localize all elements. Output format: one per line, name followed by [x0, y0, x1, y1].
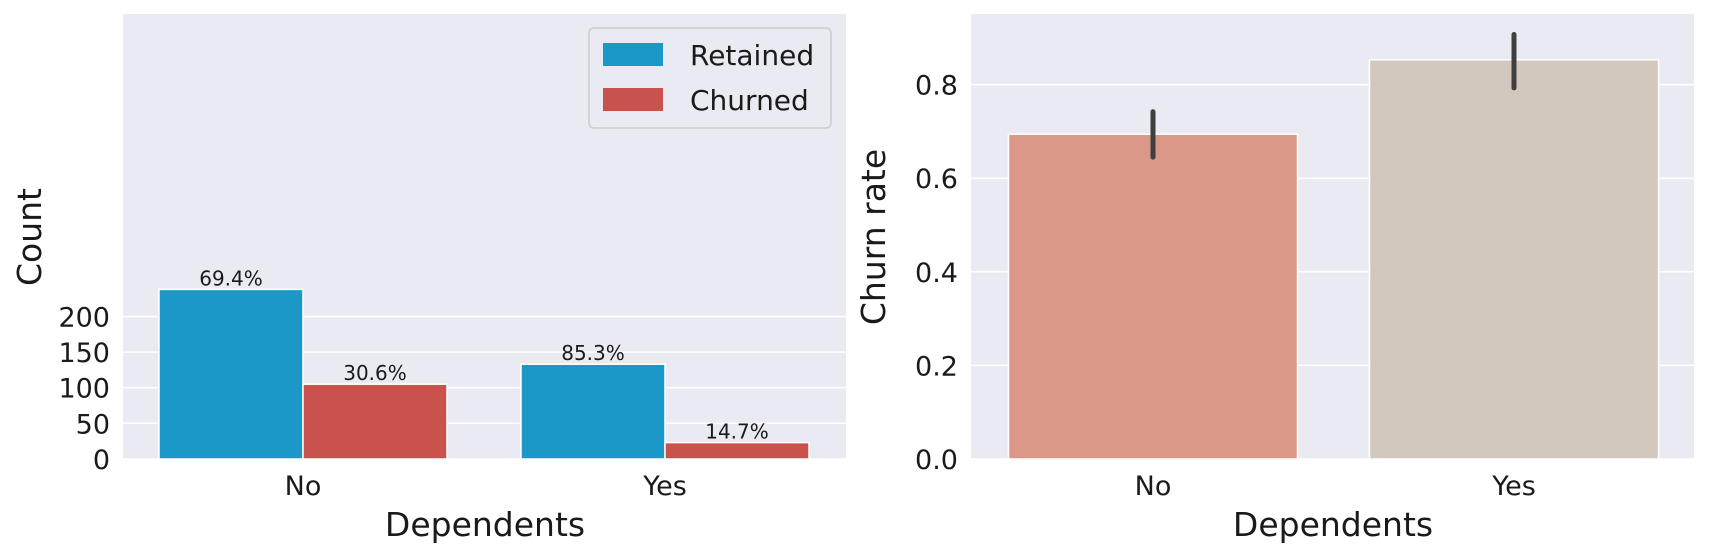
x-tick-label: Yes: [1491, 471, 1536, 502]
bar-churned-no: [302, 383, 448, 460]
y-tick-label: 0.8: [915, 71, 958, 102]
x-tick-label: No: [1135, 471, 1172, 502]
churn-rate-chart-x-axis-title: Dependents: [1233, 505, 1433, 544]
x-tick-label: Yes: [642, 471, 687, 502]
y-tick-label: 150: [58, 338, 110, 369]
churn-rate-chart-y-ticks: 0.0 0.2 0.4 0.6 0.8: [915, 71, 958, 476]
count-chart-x-axis-title: Dependents: [385, 505, 585, 544]
count-chart-x-ticks: No Yes: [285, 471, 687, 502]
bar-data-label: 69.4%: [199, 266, 263, 290]
y-tick-label: 0.2: [915, 351, 958, 382]
bar-retained-no: [158, 288, 304, 460]
bar-yes: [1368, 59, 1660, 460]
count-chart-y-axis-title: Count: [10, 188, 49, 286]
churn-rate-chart-bars: [1007, 59, 1660, 460]
churn-rate-chart-x-ticks: No Yes: [1135, 471, 1536, 502]
y-tick-label: 50: [76, 409, 110, 440]
legend-swatch-retained: [603, 43, 663, 66]
legend-swatch-churned: [603, 88, 663, 111]
count-chart-bars: 69.4% 85.3% 30.6% 14.7%: [158, 266, 810, 460]
bar-data-label: 30.6%: [343, 361, 407, 385]
y-tick-label: 0.0: [915, 445, 958, 476]
churn-rate-chart-error-bars: [1150, 32, 1517, 160]
bar-data-label: 14.7%: [705, 420, 769, 444]
y-tick-label: 100: [58, 374, 110, 405]
churn-rate-chart: 0.0 0.2 0.4 0.6 0.8 No Yes Dependents Churn r…: [854, 14, 1694, 544]
y-tick-label: 0.4: [915, 258, 958, 289]
y-tick-label: 0.6: [915, 164, 958, 195]
count-chart-y-ticks: 0 50 100 150 200: [58, 302, 110, 476]
bar-data-label: 85.3%: [561, 341, 625, 365]
bar-retained-yes: [520, 363, 666, 460]
y-tick-label: 0: [93, 445, 110, 476]
bar-churned-yes: [664, 441, 810, 460]
count-chart-legend: Retained Churned: [588, 27, 832, 129]
legend-label-retained: Retained: [690, 39, 814, 72]
x-tick-label: No: [285, 471, 322, 502]
y-tick-label: 200: [58, 302, 110, 333]
legend-label-churned: Churned: [690, 84, 809, 117]
churn-rate-chart-y-axis-title: Churn rate: [854, 149, 893, 325]
bar-no: [1007, 133, 1299, 460]
